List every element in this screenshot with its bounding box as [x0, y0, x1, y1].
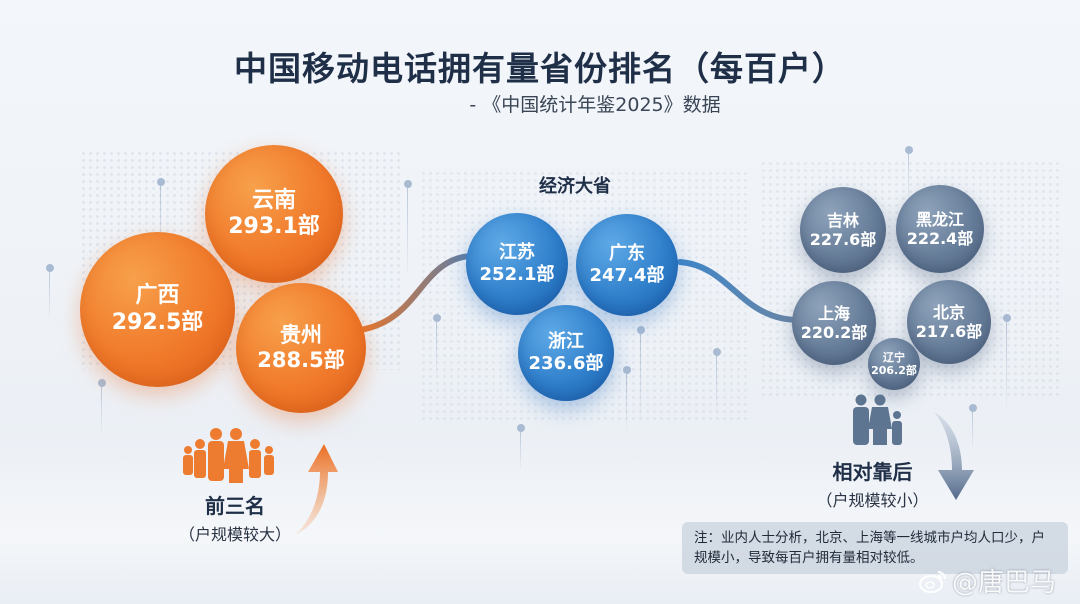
large-family-icon	[183, 428, 274, 483]
bubble-name: 吉林	[826, 210, 859, 230]
bubble-guangdong: 广东 247.4部	[576, 214, 678, 316]
bubble-name: 北京	[932, 302, 965, 322]
bubble-guizhou: 贵州 288.5部	[236, 283, 366, 413]
bubble-name: 云南	[251, 187, 296, 213]
bubble-value: 222.4部	[906, 229, 974, 248]
economic-group-label: 经济大省	[539, 176, 611, 197]
watermark: @唐巴马	[918, 562, 1056, 599]
map-pin	[432, 314, 441, 378]
top-caption-title: 前三名	[205, 494, 265, 518]
map-pin	[904, 146, 913, 200]
bubble-value: 236.6部	[528, 353, 604, 374]
bubble-heilongjiang: 黑龙江 222.4部	[896, 185, 984, 273]
bubble-value: 252.1部	[479, 264, 555, 285]
map-pin	[968, 404, 977, 448]
map-pin	[45, 264, 54, 318]
map-pin	[712, 348, 721, 412]
bubble-name: 江苏	[499, 242, 535, 264]
bubble-value: 220.2部	[800, 323, 868, 342]
page-subtitle: - 《中国统计年鉴2025》数据	[469, 94, 721, 116]
map-pin	[403, 180, 412, 274]
bubble-name: 黑龙江	[915, 209, 964, 229]
bubble-value: 217.6部	[915, 322, 983, 341]
weibo-icon	[919, 570, 946, 593]
bubble-jiangsu: 江苏 252.1部	[466, 213, 568, 315]
bottom-group-caption: 相对靠后 （户规模较小）	[800, 456, 945, 511]
bubble-value: 293.1部	[228, 214, 320, 239]
page-title: 中国移动电话拥有量省份排名（每百户）	[234, 49, 846, 88]
bubble-value: 292.5部	[111, 309, 204, 335]
bubble-liaoning: 辽宁 206.2部	[868, 338, 920, 390]
bubble-yunnan: 云南 293.1部	[205, 145, 343, 283]
bubble-name: 辽宁	[883, 350, 905, 364]
map-pin	[156, 178, 165, 252]
bubble-value: 288.5部	[257, 348, 345, 372]
arrow-down-icon	[934, 412, 974, 500]
bubble-guangxi: 广西 292.5部	[80, 232, 235, 387]
bubble-value: 227.6部	[809, 230, 877, 249]
bottom-caption-title: 相对靠后	[832, 460, 913, 484]
footnote: 注：业内人士分析，北京、上海等一线城市户均人口少，户规模小，导致每百户拥有量相对…	[682, 522, 1068, 574]
bubble-name: 广东	[609, 243, 645, 265]
bubble-zhejiang: 浙江 236.6部	[518, 305, 614, 401]
map-pin	[1002, 314, 1011, 408]
bubble-name: 贵州	[280, 322, 322, 347]
bubble-value: 247.4部	[589, 265, 665, 286]
floor-gradient	[0, 430, 1080, 604]
bubble-value: 206.2部	[871, 364, 917, 377]
bubble-beijing: 北京 217.6部	[907, 280, 991, 364]
top-group-caption: 前三名 （户规模较大）	[160, 490, 310, 545]
bubble-name: 广西	[135, 283, 180, 309]
small-family-icon	[853, 394, 902, 445]
bottom-caption-sub: （户规模较小）	[816, 491, 929, 510]
top-caption-sub: （户规模较大）	[178, 525, 291, 544]
bubble-name: 上海	[817, 303, 850, 323]
map-pin	[622, 366, 631, 430]
bubble-jilin: 吉林 227.6部	[800, 187, 886, 273]
watermark-text: @唐巴马	[952, 568, 1057, 598]
map-pin	[636, 326, 645, 420]
map-pin	[97, 379, 106, 433]
bubble-shanghai: 上海 220.2部	[792, 281, 876, 365]
map-pin	[516, 424, 525, 468]
bubble-name: 浙江	[548, 331, 584, 353]
arrow-up-icon	[295, 444, 338, 535]
